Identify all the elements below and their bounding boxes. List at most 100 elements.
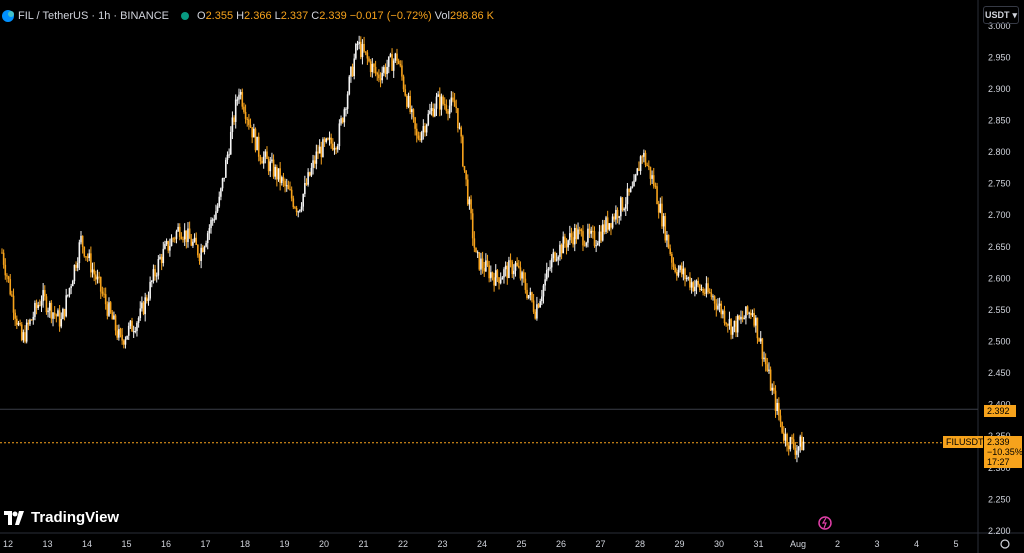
candle-body xyxy=(259,156,262,161)
candle-body xyxy=(124,339,127,345)
price-axis-tick-label: 2.400 xyxy=(988,400,1011,410)
price-axis-tick-label: 2.750 xyxy=(988,179,1011,189)
candle-body xyxy=(139,308,142,319)
candle-body xyxy=(210,219,212,229)
currency-select[interactable]: USDT ▾ xyxy=(983,6,1019,24)
candle-body xyxy=(111,312,114,320)
candle-body xyxy=(63,308,66,317)
candle-body xyxy=(648,165,650,167)
candle-body xyxy=(629,187,632,193)
candle-body xyxy=(43,290,46,297)
candle-body xyxy=(126,335,128,340)
candle-body xyxy=(506,265,509,278)
candle-body xyxy=(295,208,298,213)
candle-body xyxy=(751,313,754,316)
price-axis-tick-label: 2.950 xyxy=(988,52,1011,62)
candle-body xyxy=(266,151,268,159)
candle-body xyxy=(595,245,597,247)
candle-body xyxy=(509,260,512,262)
candle-body xyxy=(401,65,403,77)
candle-body xyxy=(590,230,593,234)
candle-body xyxy=(490,272,492,279)
candle-body xyxy=(42,290,44,302)
candle-body xyxy=(203,246,206,252)
candle-body xyxy=(355,44,357,59)
candle-body xyxy=(690,282,693,288)
candle-body xyxy=(248,119,250,125)
candle-body xyxy=(60,319,63,327)
candle-body xyxy=(773,387,775,391)
volume-label: Vol xyxy=(434,10,450,22)
alert-price-value: 2.392 xyxy=(987,406,1010,416)
candle-body xyxy=(718,303,721,306)
candle-body xyxy=(201,247,204,252)
candle-body xyxy=(402,76,405,90)
candle-body xyxy=(223,177,225,179)
tradingview-logo[interactable]: TradingView xyxy=(4,509,119,526)
candle-body xyxy=(104,294,107,305)
candle-body xyxy=(55,314,58,317)
candle-body xyxy=(771,387,774,391)
candle-body xyxy=(736,315,739,333)
candle-body xyxy=(269,161,272,172)
candle-body xyxy=(605,217,607,232)
candle-body xyxy=(759,338,762,342)
candle-body xyxy=(450,97,453,106)
close-label: C xyxy=(311,10,320,22)
candle-body xyxy=(636,168,639,176)
candle-body xyxy=(335,147,337,150)
candle-body xyxy=(578,229,581,231)
candle-body xyxy=(600,231,602,241)
alert-price-tag[interactable]: 2.392 xyxy=(984,405,1016,417)
candle-body xyxy=(493,277,495,286)
candle-body xyxy=(445,105,448,112)
candle-body xyxy=(494,270,497,286)
candle-body xyxy=(12,295,15,313)
candle-body xyxy=(19,323,21,325)
candle-body xyxy=(282,177,285,181)
candle-body xyxy=(363,43,365,52)
candle-body xyxy=(519,267,522,279)
candle-body xyxy=(708,291,711,293)
candle-body xyxy=(674,266,676,273)
candle-body xyxy=(499,279,502,284)
candle-body xyxy=(501,277,504,280)
price-axis-tick-label: 2.550 xyxy=(988,305,1011,315)
candle-body xyxy=(68,288,71,295)
candle-body xyxy=(404,89,407,96)
candle-body xyxy=(129,320,132,326)
candle-body xyxy=(664,216,667,241)
candle-body xyxy=(797,446,800,451)
high-label: H xyxy=(236,10,245,22)
price-axis-tick-label: 2.700 xyxy=(988,210,1011,220)
candle-body xyxy=(137,318,140,323)
candle-body xyxy=(407,96,410,107)
price-axis-tick-label: 2.900 xyxy=(988,84,1011,94)
candle-body xyxy=(14,312,16,319)
candle-body xyxy=(340,118,342,124)
candle-body xyxy=(555,259,558,261)
candle-body xyxy=(473,238,476,248)
candle-body xyxy=(11,294,13,296)
candle-body xyxy=(575,227,578,239)
candle-body xyxy=(437,94,439,97)
candle-body xyxy=(34,302,36,317)
candle-body xyxy=(564,236,566,244)
candle-body xyxy=(149,281,151,299)
candle-body xyxy=(16,318,18,325)
time-axis-tick-label: 24 xyxy=(477,539,487,549)
symbol-title[interactable]: FIL / TetherUS · 1h · BINANCE xyxy=(18,10,169,22)
candle-body xyxy=(705,283,708,294)
candle-body xyxy=(585,242,588,246)
candle-body xyxy=(447,111,449,114)
low-label: L xyxy=(274,10,281,22)
candle-body xyxy=(397,60,400,64)
candle-body xyxy=(185,230,188,243)
candle-body xyxy=(147,298,150,302)
candle-body xyxy=(174,238,176,240)
candle-body xyxy=(277,168,280,180)
candle-body xyxy=(781,421,783,433)
candle-body xyxy=(50,302,53,319)
candle-body xyxy=(582,231,584,246)
